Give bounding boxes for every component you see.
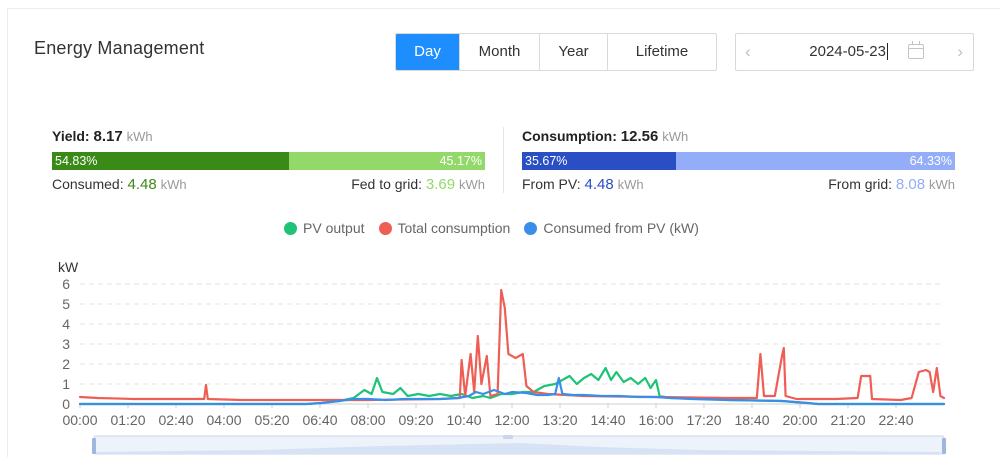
fed-label: Fed to grid: [351, 176, 423, 192]
from-grid: From grid: 8.08 kWh [828, 176, 955, 193]
x-tick-label: 17:20 [686, 412, 721, 428]
consumed-value: 4.48 [127, 176, 157, 193]
period-tabs: Day Month Year Lifetime [395, 33, 717, 71]
yield-summary: Yield: 8.17 kWh 54.83% 45.17% Consumed: … [52, 128, 485, 194]
consumption-pv-segment: 35.67% [522, 152, 676, 170]
x-tick-label: 10:40 [446, 412, 481, 428]
x-tick-label: 05:20 [254, 412, 289, 428]
x-tick-label: 20:00 [782, 412, 817, 428]
fed-value: 3.69 [425, 176, 456, 193]
consumption-breakdown: From PV: 4.48 kWh From grid: 8.08 kWh [522, 176, 955, 194]
tab-month[interactable]: Month [459, 34, 539, 70]
fed-to-grid: Fed to grid: 3.69 kWh [351, 176, 485, 193]
yield-unit: kWh [126, 129, 153, 144]
x-tick-label: 14:40 [590, 412, 625, 428]
yield-breakdown: Consumed: 4.48 kWh Fed to grid: 3.69 kWh [52, 176, 485, 194]
legend-consumed-from-pv[interactable]: Consumed from PV (kW) [524, 220, 699, 236]
from-grid-value: 8.08 [895, 176, 926, 193]
y-tick-label: 3 [62, 336, 70, 352]
x-tick-label: 08:00 [350, 412, 385, 428]
zoom-slider[interactable] [92, 435, 946, 455]
y-tick-label: 2 [62, 356, 70, 372]
y-tick-label: 0 [62, 396, 70, 412]
chart-gridlines [80, 283, 944, 405]
y-axis-ticks: 0 1 2 3 4 5 6 [62, 276, 70, 412]
consumption-grid-segment: 64.33% [676, 152, 955, 170]
chart-legend: PV output Total consumption Consumed fro… [284, 220, 713, 236]
from-pv-unit: kWh [617, 177, 644, 192]
chart-series [78, 288, 946, 406]
legend-label: PV output [303, 220, 365, 236]
x-tick-label: 06:40 [302, 412, 337, 428]
x-tick-label: 12:00 [494, 412, 529, 428]
fed-unit: kWh [459, 177, 485, 192]
legend-dot-icon [284, 221, 297, 235]
legend-dot-icon [378, 221, 392, 235]
from-grid-label: From grid: [828, 176, 893, 192]
x-tick-label: 22:40 [878, 412, 913, 428]
legend-label: Total consumption [397, 220, 511, 236]
legend-pv-output[interactable]: PV output [284, 220, 365, 236]
consumption-value: 12.56 [620, 128, 659, 145]
tab-day[interactable]: Day [396, 34, 459, 70]
consumption-heading: Consumption: 12.56 kWh [522, 128, 955, 146]
tab-lifetime[interactable]: Lifetime [607, 34, 716, 70]
from-pv-label: From PV: [522, 176, 581, 192]
x-tick-label: 21:20 [830, 412, 865, 428]
zoom-handle-left[interactable] [92, 438, 96, 454]
x-tick-label: 13:20 [542, 412, 577, 428]
chevron-left-icon[interactable]: ‹ [745, 42, 751, 61]
consumption-label: Consumption: [522, 128, 617, 144]
legend-dot-icon [524, 221, 538, 235]
yield-consumed-segment: 54.83% [52, 152, 289, 170]
y-tick-label: 5 [62, 296, 70, 312]
consumption-summary: Consumption: 12.56 kWh 35.67% 64.33% Fro… [522, 128, 955, 194]
yield-bar: 54.83% 45.17% [52, 152, 485, 170]
consumed-unit: kWh [160, 177, 187, 192]
zoom-grip-icon[interactable] [503, 435, 513, 439]
legend-label: Consumed from PV (kW) [543, 220, 699, 236]
consumed-label: Consumed: [52, 176, 124, 192]
x-tick-label: 18:40 [734, 412, 769, 428]
yield-heading: Yield: 8.17 kWh [52, 128, 485, 146]
x-axis-ticks: 00:00 01:20 02:40 04:00 05:20 06:40 08:00 09:20… [62, 404, 914, 428]
y-tick-label: 4 [62, 316, 70, 332]
series-line-consumed-from-pv-kw [78, 376, 946, 406]
tab-year[interactable]: Year [539, 34, 607, 70]
from-grid-unit: kWh [929, 177, 955, 192]
page-title: Energy Management [34, 38, 205, 58]
yield-value: 8.17 [93, 128, 123, 145]
x-tick-label: 04:00 [206, 412, 241, 428]
from-pv-value: 4.48 [584, 176, 614, 193]
zoom-preview [96, 443, 940, 454]
zoom-handle-right[interactable] [942, 438, 946, 454]
x-tick-label: 09:20 [398, 412, 433, 428]
x-tick-label: 01:20 [110, 412, 145, 428]
legend-total-consumption[interactable]: Total consumption [378, 220, 511, 236]
x-tick-label: 16:00 [638, 412, 673, 428]
chevron-right-icon[interactable]: › [957, 42, 963, 61]
consumption-bar: 35.67% 64.33% [522, 152, 955, 170]
calendar-icon[interactable] [908, 41, 924, 59]
x-tick-label: 02:40 [158, 412, 193, 428]
yield-label: Yield: [52, 128, 90, 144]
yield-fed-segment: 45.17% [289, 152, 485, 170]
consumption-unit: kWh [662, 129, 689, 144]
series-line-pv-output [78, 366, 946, 406]
energy-card [7, 8, 1000, 457]
y-axis-unit: kW [58, 259, 79, 275]
date-input[interactable]: 2024-05-23 [802, 43, 888, 60]
date-picker[interactable]: ‹ 2024-05-23 › [735, 33, 974, 71]
summary-divider [503, 127, 504, 193]
x-tick-label: 00:00 [62, 412, 97, 428]
y-tick-label: 6 [62, 276, 70, 292]
y-tick-label: 1 [62, 376, 70, 392]
